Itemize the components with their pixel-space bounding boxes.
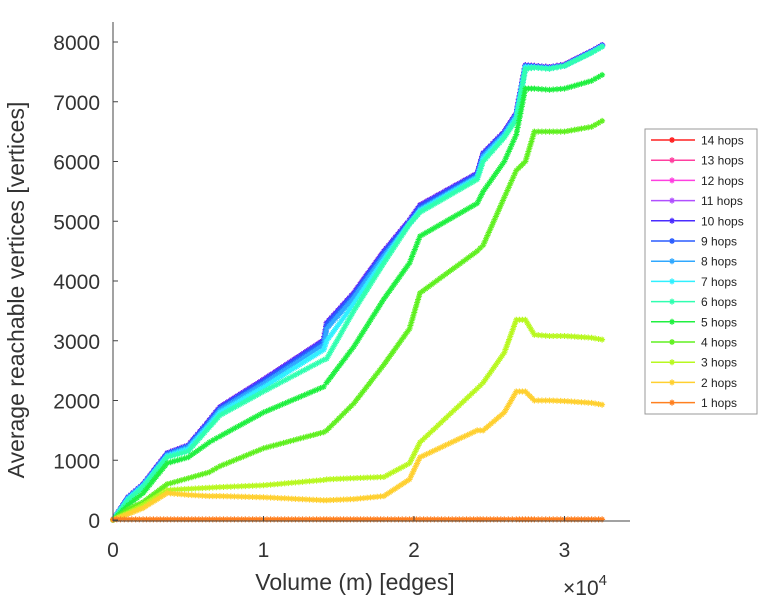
legend-label: 12 hops (701, 174, 744, 188)
legend-marker-icon (669, 399, 675, 406)
y-tick-label: 8000 (53, 32, 100, 55)
legend-marker-icon (669, 318, 675, 325)
x-tick-label: 3 (559, 539, 571, 562)
legend-label: 2 hops (701, 376, 737, 390)
legend-entry: 7 hops (651, 275, 737, 289)
y-tick-label: 5000 (53, 211, 100, 234)
legend-label: 3 hops (701, 356, 737, 370)
series-line-13-hops (110, 42, 606, 523)
x-multiplier-base: ×10 (563, 577, 599, 600)
legend-label: 8 hops (701, 255, 737, 269)
legend-marker-icon (669, 197, 675, 204)
legend-entry: 6 hops (651, 295, 737, 309)
series-line-7-hops (110, 43, 606, 523)
series-line-12-hops (110, 42, 606, 523)
legend-marker-icon (669, 359, 675, 366)
legend-marker-icon (669, 379, 675, 386)
y-tick-label: 6000 (53, 152, 100, 175)
legend-marker-icon (669, 298, 675, 305)
legend-label: 6 hops (701, 295, 737, 309)
legend-entry: 13 hops (651, 154, 744, 168)
x-axis-label: Volume (m) [edges] (255, 569, 454, 595)
legend-marker-icon (669, 177, 675, 184)
legend-marker-icon (669, 258, 675, 265)
legend-marker-icon (669, 137, 675, 143)
legend-label: 11 hops (701, 194, 743, 208)
legend-label: 4 hops (701, 336, 737, 350)
y-tick-label: 7000 (53, 92, 100, 115)
y-tick-label: 1000 (53, 450, 100, 473)
series-line-4-hops (110, 117, 606, 523)
legend-label: 5 hops (701, 315, 737, 329)
legend-marker-icon (669, 238, 675, 244)
legend-entry: 2 hops (651, 376, 737, 390)
legend: 14 hops 13 hops 12 hops 11 hops 10 hops 9 hop… (644, 128, 758, 415)
legend-label: 13 hops (701, 154, 744, 168)
x-multiplier-label: ×104 (563, 572, 607, 600)
ticks: 0 1000 2000 3000 4000 5000 6000 7000 8000 0 1 2 3 (53, 32, 570, 562)
series-line-14-hops (110, 42, 606, 523)
legend-entry: 11 hops (651, 194, 743, 208)
series-line-3-hops (110, 316, 606, 523)
legend-label: 7 hops (701, 275, 737, 289)
legend-entry: 4 hops (651, 336, 737, 350)
legend-entry: 1 hops (651, 396, 737, 410)
legend-label: 14 hops (701, 134, 744, 148)
legend-marker-icon (669, 217, 675, 224)
y-tick-label: 0 (88, 510, 100, 533)
legend-marker-icon (669, 339, 675, 345)
legend-entry: 14 hops (651, 134, 744, 148)
legend-label: 10 hops (701, 214, 744, 228)
legend-entry: 12 hops (651, 174, 744, 188)
x-tick-label: 1 (258, 539, 270, 562)
legend-entry: 10 hops (651, 214, 744, 228)
legend-label: 1 hops (701, 396, 737, 410)
series-layer (110, 42, 606, 523)
y-tick-label: 2000 (53, 391, 100, 414)
legend-entry: 5 hops (651, 315, 737, 329)
legend-entry: 8 hops (651, 255, 737, 269)
legend-box (644, 128, 758, 415)
legend-marker-icon (669, 157, 675, 164)
y-tick-label: 4000 (53, 271, 100, 294)
legend-marker-icon (669, 278, 675, 285)
legend-entry: 9 hops (651, 235, 737, 249)
x-tick-label: 2 (408, 539, 420, 562)
y-tick-label: 3000 (53, 331, 100, 354)
series-line-11-hops (110, 42, 606, 523)
x-tick-label: 0 (107, 539, 119, 562)
series-line-10-hops (110, 42, 606, 523)
y-axis-label: Average reachable vertices [vertices] (3, 102, 29, 479)
legend-entry: 3 hops (651, 356, 737, 370)
series-line-2-hops (110, 388, 606, 523)
legend-label: 9 hops (701, 235, 737, 249)
x-multiplier-exponent: 4 (599, 572, 607, 589)
